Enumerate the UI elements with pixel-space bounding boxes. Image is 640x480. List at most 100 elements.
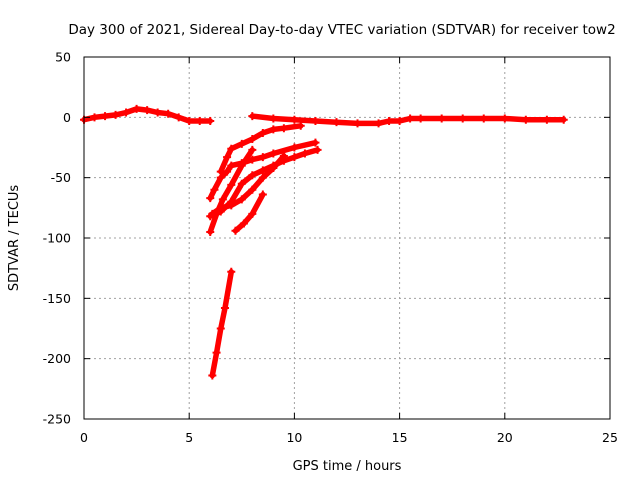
data-point <box>269 149 278 158</box>
y-tick-label: -150 <box>43 291 71 306</box>
series-track-e <box>208 151 288 218</box>
data-point <box>208 209 217 218</box>
data-point <box>258 190 267 199</box>
data-point <box>210 185 219 194</box>
data-point <box>223 167 232 176</box>
data-point <box>132 104 141 113</box>
data-point <box>290 115 299 124</box>
data-point <box>111 110 120 119</box>
data-point <box>248 209 257 218</box>
data-point <box>258 166 267 175</box>
data-point <box>269 164 278 173</box>
data-point <box>296 121 305 130</box>
data-point <box>279 124 288 133</box>
data-point <box>143 106 152 115</box>
data-point <box>416 114 425 123</box>
data-point <box>220 303 229 312</box>
series-track-c <box>206 145 257 236</box>
data-point <box>101 112 110 121</box>
data-point <box>353 119 362 128</box>
data-point <box>239 219 248 228</box>
series-layer <box>80 104 568 380</box>
y-tick-label: -200 <box>43 351 71 366</box>
series-track-a <box>216 121 305 176</box>
data-point <box>248 135 257 144</box>
data-point <box>248 171 257 180</box>
series-near-zero-late <box>248 112 568 128</box>
data-point <box>90 113 99 122</box>
y-tick-label: -50 <box>51 170 71 185</box>
data-point <box>227 161 236 170</box>
x-tick-label: 0 <box>80 430 88 445</box>
x-tick-label: 15 <box>392 430 408 445</box>
data-point <box>122 108 131 117</box>
data-point <box>258 153 267 162</box>
data-point <box>206 227 215 236</box>
series-line <box>207 147 256 235</box>
data-point <box>290 143 299 152</box>
data-point <box>374 119 383 128</box>
y-tick-label: 0 <box>63 110 71 125</box>
data-point <box>212 348 221 357</box>
data-point <box>237 179 246 188</box>
data-point <box>206 116 215 125</box>
data-point <box>311 138 320 147</box>
data-point <box>385 116 394 125</box>
y-tick-label: 50 <box>55 50 71 65</box>
data-point <box>185 116 194 125</box>
x-tick-label: 20 <box>497 430 513 445</box>
data-point <box>500 114 509 123</box>
data-point <box>174 113 183 122</box>
data-point <box>300 149 309 158</box>
x-tick-label: 25 <box>602 430 618 445</box>
data-point <box>258 129 267 138</box>
data-point <box>227 180 236 189</box>
y-tick-label: -100 <box>43 231 71 246</box>
data-point <box>227 201 236 210</box>
data-point <box>521 115 530 124</box>
data-point <box>223 153 232 162</box>
data-point <box>248 185 257 194</box>
data-point <box>206 194 215 203</box>
data-point <box>458 114 467 123</box>
chart-title: Day 300 of 2021, Sidereal Day-to-day VTE… <box>68 22 615 38</box>
data-point <box>290 153 299 162</box>
data-point <box>153 108 162 117</box>
x-tick-label: 10 <box>286 430 302 445</box>
x-tick-label: 5 <box>185 430 193 445</box>
data-point <box>269 114 278 123</box>
data-point <box>248 145 257 154</box>
data-point <box>237 195 246 204</box>
data-point <box>216 173 225 182</box>
data-point <box>542 115 551 124</box>
data-point <box>237 139 246 148</box>
series-track-f <box>231 190 267 235</box>
y-axis-label: SDTVAR / TECUs <box>7 185 22 292</box>
data-point <box>279 151 288 160</box>
data-point <box>311 116 320 125</box>
data-point <box>216 203 225 212</box>
data-point <box>227 267 236 276</box>
data-point <box>313 145 322 154</box>
series-track-g <box>208 267 236 380</box>
data-point <box>479 114 488 123</box>
data-point <box>248 112 257 121</box>
series-line <box>232 191 266 234</box>
data-point <box>231 226 240 235</box>
ticks: 0 5 10 15 20 25 50 0 -50 -100 -150 -200 -250 <box>43 50 618 446</box>
data-point <box>248 155 257 164</box>
data-point <box>332 118 341 127</box>
data-point <box>269 125 278 134</box>
data-point <box>216 324 225 333</box>
x-axis-label: GPS time / hours <box>293 459 402 474</box>
data-point <box>164 109 173 118</box>
data-point <box>218 195 227 204</box>
data-point <box>258 173 267 182</box>
data-point <box>227 144 236 153</box>
data-point <box>208 371 217 380</box>
data-point <box>195 116 204 125</box>
data-point <box>437 114 446 123</box>
data-point <box>559 115 568 124</box>
